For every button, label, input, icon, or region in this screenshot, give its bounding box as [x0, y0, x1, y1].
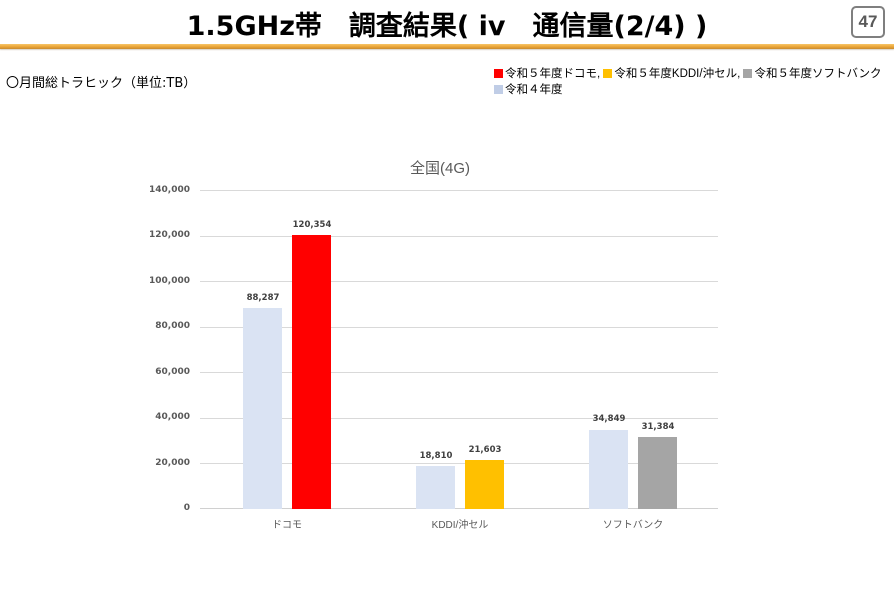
legend-label: 令和４年度: [505, 84, 563, 96]
plot-area: 88,287 120,354 18,810 21,603 34,849 31,3…: [200, 190, 718, 509]
bar-kddi-r4: [416, 466, 455, 509]
legend-item-kddi-r5: 令和５年度KDDI/沖セル,: [603, 68, 740, 80]
bar-softbank-r4: [589, 430, 628, 509]
x-axis-line: [200, 508, 718, 509]
page-title: 1.5GHz帯 調査結果( iv 通信量(2/4) ): [186, 11, 708, 42]
page-number-badge: 47: [851, 6, 885, 38]
legend-swatch: [603, 69, 613, 78]
legend-swatch: [743, 69, 753, 78]
data-label: 21,603: [468, 445, 502, 455]
y-tick-label: 20,000: [155, 458, 190, 468]
x-tick-label: ソフトバンク: [602, 520, 664, 531]
y-tick-label: 80,000: [155, 321, 190, 331]
data-label: 34,849: [592, 414, 626, 424]
x-tick-label: KDDI/沖セル: [431, 520, 489, 531]
data-label: 88,287: [246, 293, 280, 303]
data-label: 120,354: [292, 220, 332, 230]
gridline: [200, 463, 718, 465]
legend-item-softbank-r5: 令和５年度ソフトバンク: [743, 68, 882, 80]
legend-swatch: [494, 69, 503, 78]
gridline: [200, 190, 718, 191]
y-tick-label: 120,000: [149, 230, 190, 240]
gridline: [200, 372, 718, 374]
chart-title: 全国(4G): [409, 160, 470, 177]
data-label: 18,810: [419, 451, 453, 461]
bar-docomo-r4: [243, 308, 282, 509]
y-tick-label: 100,000: [149, 276, 190, 286]
legend-swatch: [494, 85, 503, 94]
legend-label: 令和５年度ドコモ,: [505, 68, 601, 80]
gridline: [200, 235, 718, 237]
bar-kddi-r5: [465, 460, 504, 509]
section-subtitle: 〇月間総トラヒック（単位:TB）: [6, 76, 197, 91]
y-tick-label: 60,000: [155, 367, 190, 377]
gridline: [200, 417, 718, 419]
chart-legend: 令和５年度ドコモ, 令和５年度KDDI/沖セル, 令和５年度ソフトバンク 令和４…: [494, 66, 894, 98]
legend-item-r4: 令和４年度: [494, 84, 563, 96]
bar-softbank-r5: [638, 437, 677, 509]
bar-docomo-r5: [292, 235, 331, 509]
legend-item-docomo-r5: 令和５年度ドコモ,: [494, 68, 600, 80]
gridline: [200, 281, 718, 283]
title-divider: [0, 44, 894, 49]
legend-label: 令和５年度ソフトバンク: [754, 68, 882, 80]
y-tick-label: 140,000: [149, 185, 190, 195]
y-tick-label: 40,000: [155, 412, 190, 422]
y-tick-label: 0: [183, 503, 190, 513]
data-label: 31,384: [641, 422, 675, 432]
x-tick-label: ドコモ: [272, 520, 302, 531]
gridline: [200, 326, 718, 328]
legend-label: 令和５年度KDDI/沖セル,: [614, 68, 741, 80]
